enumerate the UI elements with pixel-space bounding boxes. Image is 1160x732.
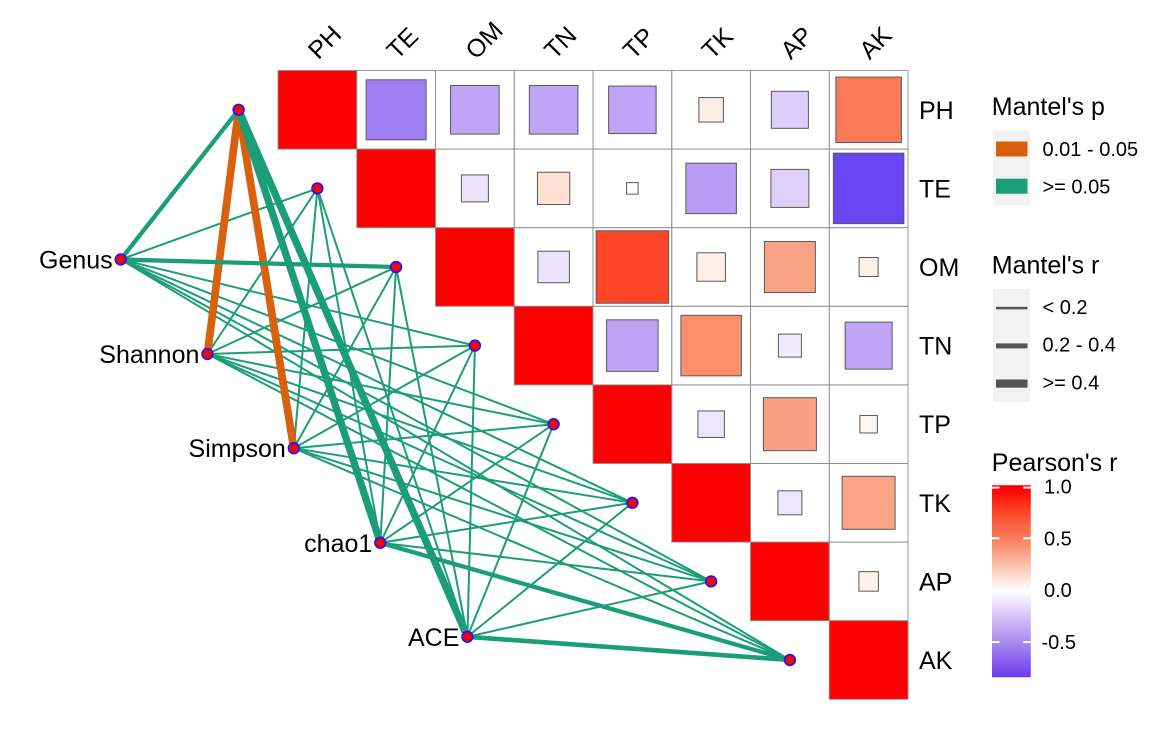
svg-text:ACE: ACE: [408, 624, 459, 652]
svg-text:AK: AK: [919, 647, 953, 675]
svg-text:< 0.2: < 0.2: [1043, 297, 1088, 319]
svg-text:0.2 - 0.4: 0.2 - 0.4: [1043, 335, 1116, 357]
svg-text:>= 0.05: >= 0.05: [1043, 177, 1111, 199]
svg-text:>= 0.4: >= 0.4: [1043, 372, 1100, 394]
svg-text:TN: TN: [919, 333, 952, 361]
svg-text:0.5: 0.5: [1044, 528, 1072, 550]
svg-text:Mantel's r: Mantel's r: [992, 252, 1100, 280]
svg-text:Mantel's p: Mantel's p: [992, 93, 1105, 121]
svg-text:0.0: 0.0: [1044, 580, 1072, 602]
svg-text:0.01 - 0.05: 0.01 - 0.05: [1043, 139, 1139, 161]
svg-text:Genus: Genus: [39, 247, 113, 275]
svg-text:1.0: 1.0: [1044, 476, 1072, 498]
svg-text:Pearson's r: Pearson's r: [992, 449, 1118, 477]
svg-text:PH: PH: [919, 97, 954, 125]
svg-text:TK: TK: [919, 490, 951, 518]
svg-text:AP: AP: [919, 568, 952, 596]
svg-text:-0.5: -0.5: [1042, 632, 1076, 654]
svg-text:TE: TE: [919, 175, 951, 203]
svg-text:Simpson: Simpson: [189, 435, 286, 463]
svg-text:TP: TP: [919, 411, 951, 439]
svg-text:OM: OM: [919, 254, 959, 282]
svg-text:chao1: chao1: [304, 530, 372, 558]
svg-text:Shannon: Shannon: [99, 341, 199, 369]
